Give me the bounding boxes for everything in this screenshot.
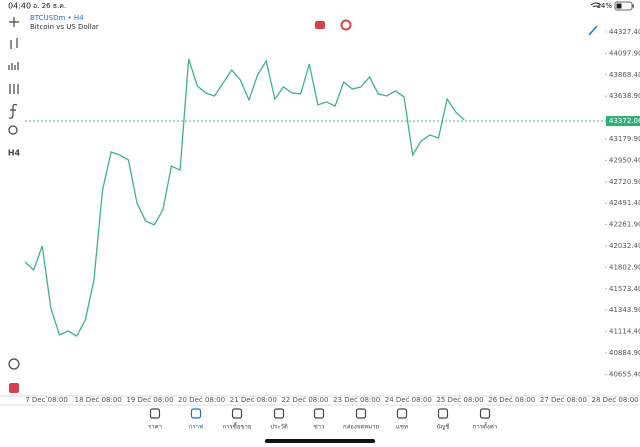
y-tick-label: 40884.90 <box>609 349 640 357</box>
x-tick-label: 24 Dec 08:00 <box>385 396 432 404</box>
tab-label[interactable]: ราคา <box>148 424 162 431</box>
y-tick-label: 43638.90 <box>609 92 640 100</box>
wifi-icon <box>590 2 602 8</box>
battery-text: 34% <box>596 2 612 10</box>
y-tick-label: 41802.90 <box>609 263 640 271</box>
y-tick-label: 42950.40 <box>609 156 640 164</box>
x-tick-label: 28 Dec 08:00 <box>592 396 639 404</box>
crosshair-icon[interactable] <box>9 17 19 27</box>
status-date: อ. 26 ธ.ค. <box>33 2 66 10</box>
x-tick-label: 23 Dec 08:00 <box>333 396 380 404</box>
y-tick-label: 42032.40 <box>609 242 640 250</box>
function-icon[interactable] <box>8 103 18 119</box>
tab-label[interactable]: ข่าว <box>314 424 325 431</box>
tab-icon[interactable] <box>437 408 449 419</box>
tab-icon[interactable] <box>231 408 243 419</box>
left-toolbar: H4 <box>8 17 21 393</box>
tab-icon[interactable] <box>190 408 202 419</box>
tab-label[interactable]: แชท <box>396 424 408 431</box>
y-tick-label: 42261.90 <box>609 221 640 229</box>
x-tick-label: 20 Dec 08:00 <box>178 396 225 404</box>
tab-bar: ราคา กราฟ การซื้อขาย ประวัติ ข่าว กล่องจดหมาย… <box>148 408 497 431</box>
y-tick-label: 41114.40 <box>609 328 640 336</box>
current-price-box <box>606 116 640 127</box>
y-tick-label: 42491.40 <box>609 199 640 207</box>
tab-icon[interactable] <box>355 408 367 419</box>
one-click-icon[interactable] <box>340 19 352 31</box>
tab-icon[interactable] <box>149 408 161 419</box>
x-tick-label: 26 Dec 08:00 <box>488 396 535 404</box>
y-tick-label: 43868.40 <box>609 71 640 79</box>
timeframe[interactable]: H4 <box>8 149 21 158</box>
x-tick-label: 7 Dec 08:00 <box>25 396 68 404</box>
tab-label[interactable]: การตั้งค่า <box>473 421 497 431</box>
objects-icon[interactable] <box>8 125 18 135</box>
symbol-description: Bitcoin vs US Dollar <box>30 23 99 31</box>
tab-label[interactable]: กราฟ <box>189 424 203 431</box>
draw-icon[interactable] <box>588 25 598 36</box>
tab-icon[interactable] <box>396 408 408 419</box>
y-tick-label: 44327.40 <box>609 28 640 36</box>
y-tick-label: 43179.90 <box>609 135 640 143</box>
tab-label[interactable]: ประวัติ <box>270 424 288 431</box>
tab-icon[interactable] <box>313 408 325 419</box>
price-line <box>24 58 465 337</box>
home-indicator <box>265 439 375 443</box>
y-tick-label: 42720.90 <box>609 178 640 186</box>
tab-icon[interactable] <box>273 408 285 419</box>
symbol-name[interactable]: BTCUSDm • H4 <box>30 14 84 22</box>
x-tick-label: 25 Dec 08:00 <box>436 396 483 404</box>
x-tick-label: 22 Dec 08:00 <box>281 396 328 404</box>
indicators-icon[interactable] <box>9 84 19 94</box>
tab-label[interactable]: กล่องจดหมาย <box>343 424 379 431</box>
trade-buy-icon[interactable] <box>315 21 325 29</box>
current-price-label: 43372.06 <box>609 117 640 125</box>
tab-icon[interactable] <box>479 408 491 419</box>
tab-label[interactable]: การซื้อขาย <box>223 421 252 431</box>
y-tick-label: 41343.90 <box>609 306 640 314</box>
x-tick-label: 18 Dec 08:00 <box>75 396 122 404</box>
y-tick-label: 41573.40 <box>609 285 640 293</box>
battery-icon <box>614 1 634 11</box>
x-tick-label: 21 Dec 08:00 <box>230 396 277 404</box>
x-tick-label: 27 Dec 08:00 <box>540 396 587 404</box>
y-tick-label: 40655.40 <box>609 370 640 378</box>
app-icon[interactable] <box>9 383 19 393</box>
zoom-icon[interactable] <box>8 358 20 370</box>
x-tick-label: 19 Dec 08:00 <box>126 396 173 404</box>
candles-icon[interactable] <box>10 38 18 49</box>
y-tick-label: 44097.90 <box>609 49 640 57</box>
tab-label[interactable]: บัญชี <box>437 423 450 431</box>
bars-icon[interactable] <box>8 62 19 70</box>
chart: 44327.40 44097.90 43868.40 43638.90 43179.90… <box>24 28 640 404</box>
status-time: 04:40 <box>8 2 31 11</box>
